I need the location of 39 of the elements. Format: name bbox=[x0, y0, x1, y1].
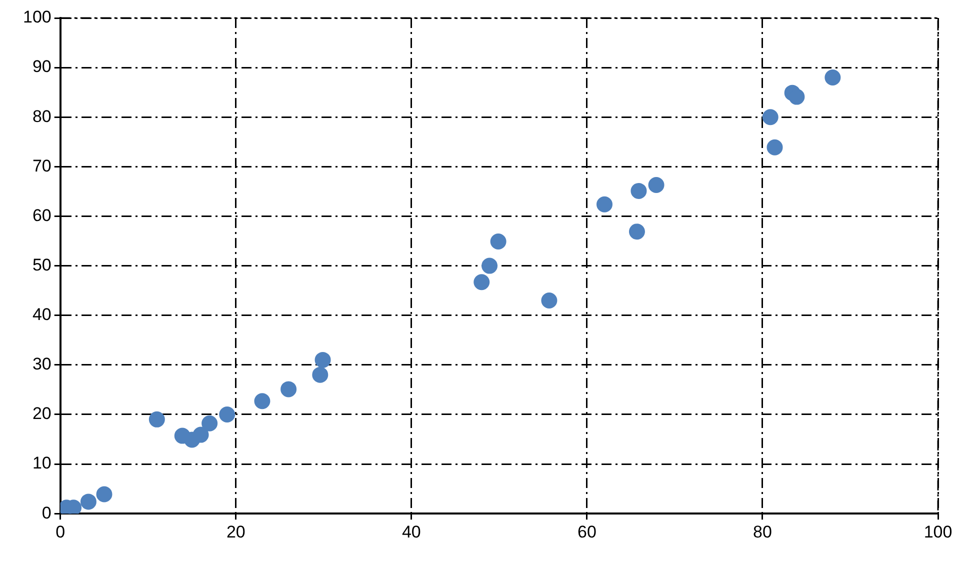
x-tick-label: 80 bbox=[753, 522, 772, 542]
point bbox=[762, 109, 778, 126]
point bbox=[482, 258, 498, 274]
point bbox=[596, 196, 612, 212]
point bbox=[202, 415, 218, 432]
y-tick-label: 70 bbox=[32, 156, 52, 176]
y-tick-label: 80 bbox=[32, 106, 52, 126]
x-tick-label: 0 bbox=[56, 522, 66, 542]
point bbox=[219, 406, 236, 422]
y-tick-label: 20 bbox=[32, 404, 52, 424]
y-tick-label: 50 bbox=[32, 255, 52, 274]
y-tick-label: 60 bbox=[32, 206, 52, 225]
point bbox=[490, 234, 506, 250]
point bbox=[148, 411, 165, 428]
point bbox=[254, 393, 270, 410]
y-tick-label: 90 bbox=[32, 57, 52, 76]
point bbox=[280, 381, 297, 398]
point bbox=[766, 139, 783, 156]
point bbox=[541, 292, 558, 308]
point bbox=[192, 426, 209, 443]
point bbox=[824, 69, 841, 86]
point bbox=[648, 177, 664, 194]
x-tick-label: 100 bbox=[924, 522, 952, 542]
point bbox=[630, 182, 647, 199]
point bbox=[312, 366, 328, 383]
x-tick-label: 40 bbox=[402, 522, 421, 542]
x-tick-label: 20 bbox=[226, 522, 246, 542]
x-tick-label: 60 bbox=[577, 522, 596, 542]
point bbox=[788, 88, 805, 105]
point bbox=[628, 224, 645, 240]
y-tick-label: 100 bbox=[22, 8, 52, 27]
point bbox=[96, 486, 112, 502]
y-tick-label: 40 bbox=[32, 305, 52, 324]
point bbox=[314, 352, 331, 368]
point bbox=[80, 494, 96, 510]
y-tick-label: 0 bbox=[42, 503, 52, 522]
point bbox=[474, 274, 490, 290]
y-tick-label: 10 bbox=[32, 454, 52, 473]
y-tick-label: 30 bbox=[32, 354, 52, 374]
